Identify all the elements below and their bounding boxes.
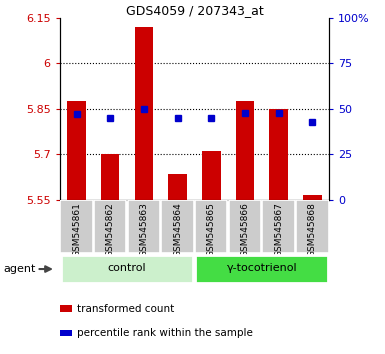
Bar bbox=[94, 200, 126, 253]
Text: GSM545862: GSM545862 bbox=[106, 202, 115, 257]
Bar bbox=[202, 152, 221, 200]
Text: GSM545864: GSM545864 bbox=[173, 202, 182, 257]
Text: GSM545867: GSM545867 bbox=[274, 202, 283, 257]
Text: GSM545868: GSM545868 bbox=[308, 202, 317, 257]
Bar bbox=[270, 109, 288, 200]
Bar bbox=[60, 305, 72, 312]
Bar bbox=[263, 200, 295, 253]
Title: GDS4059 / 207343_at: GDS4059 / 207343_at bbox=[126, 4, 263, 17]
Bar bbox=[135, 27, 153, 200]
Bar bbox=[296, 200, 328, 253]
Bar bbox=[168, 174, 187, 200]
Bar bbox=[128, 200, 160, 253]
Text: γ-tocotrienol: γ-tocotrienol bbox=[226, 263, 297, 273]
Bar bbox=[161, 200, 194, 253]
Bar bbox=[236, 101, 254, 200]
Bar bbox=[196, 255, 328, 283]
Bar bbox=[229, 200, 261, 253]
Text: transformed count: transformed count bbox=[77, 303, 174, 314]
Bar bbox=[303, 195, 321, 200]
Text: GSM545865: GSM545865 bbox=[207, 202, 216, 257]
Bar bbox=[195, 200, 228, 253]
Bar bbox=[67, 101, 86, 200]
Text: GSM545861: GSM545861 bbox=[72, 202, 81, 257]
Text: GSM545866: GSM545866 bbox=[241, 202, 249, 257]
Bar bbox=[60, 200, 93, 253]
Text: agent: agent bbox=[4, 264, 36, 274]
Bar bbox=[61, 255, 193, 283]
Text: percentile rank within the sample: percentile rank within the sample bbox=[77, 328, 253, 338]
Bar bbox=[60, 330, 72, 337]
Bar bbox=[101, 154, 119, 200]
Text: control: control bbox=[108, 263, 146, 273]
Text: GSM545863: GSM545863 bbox=[139, 202, 148, 257]
